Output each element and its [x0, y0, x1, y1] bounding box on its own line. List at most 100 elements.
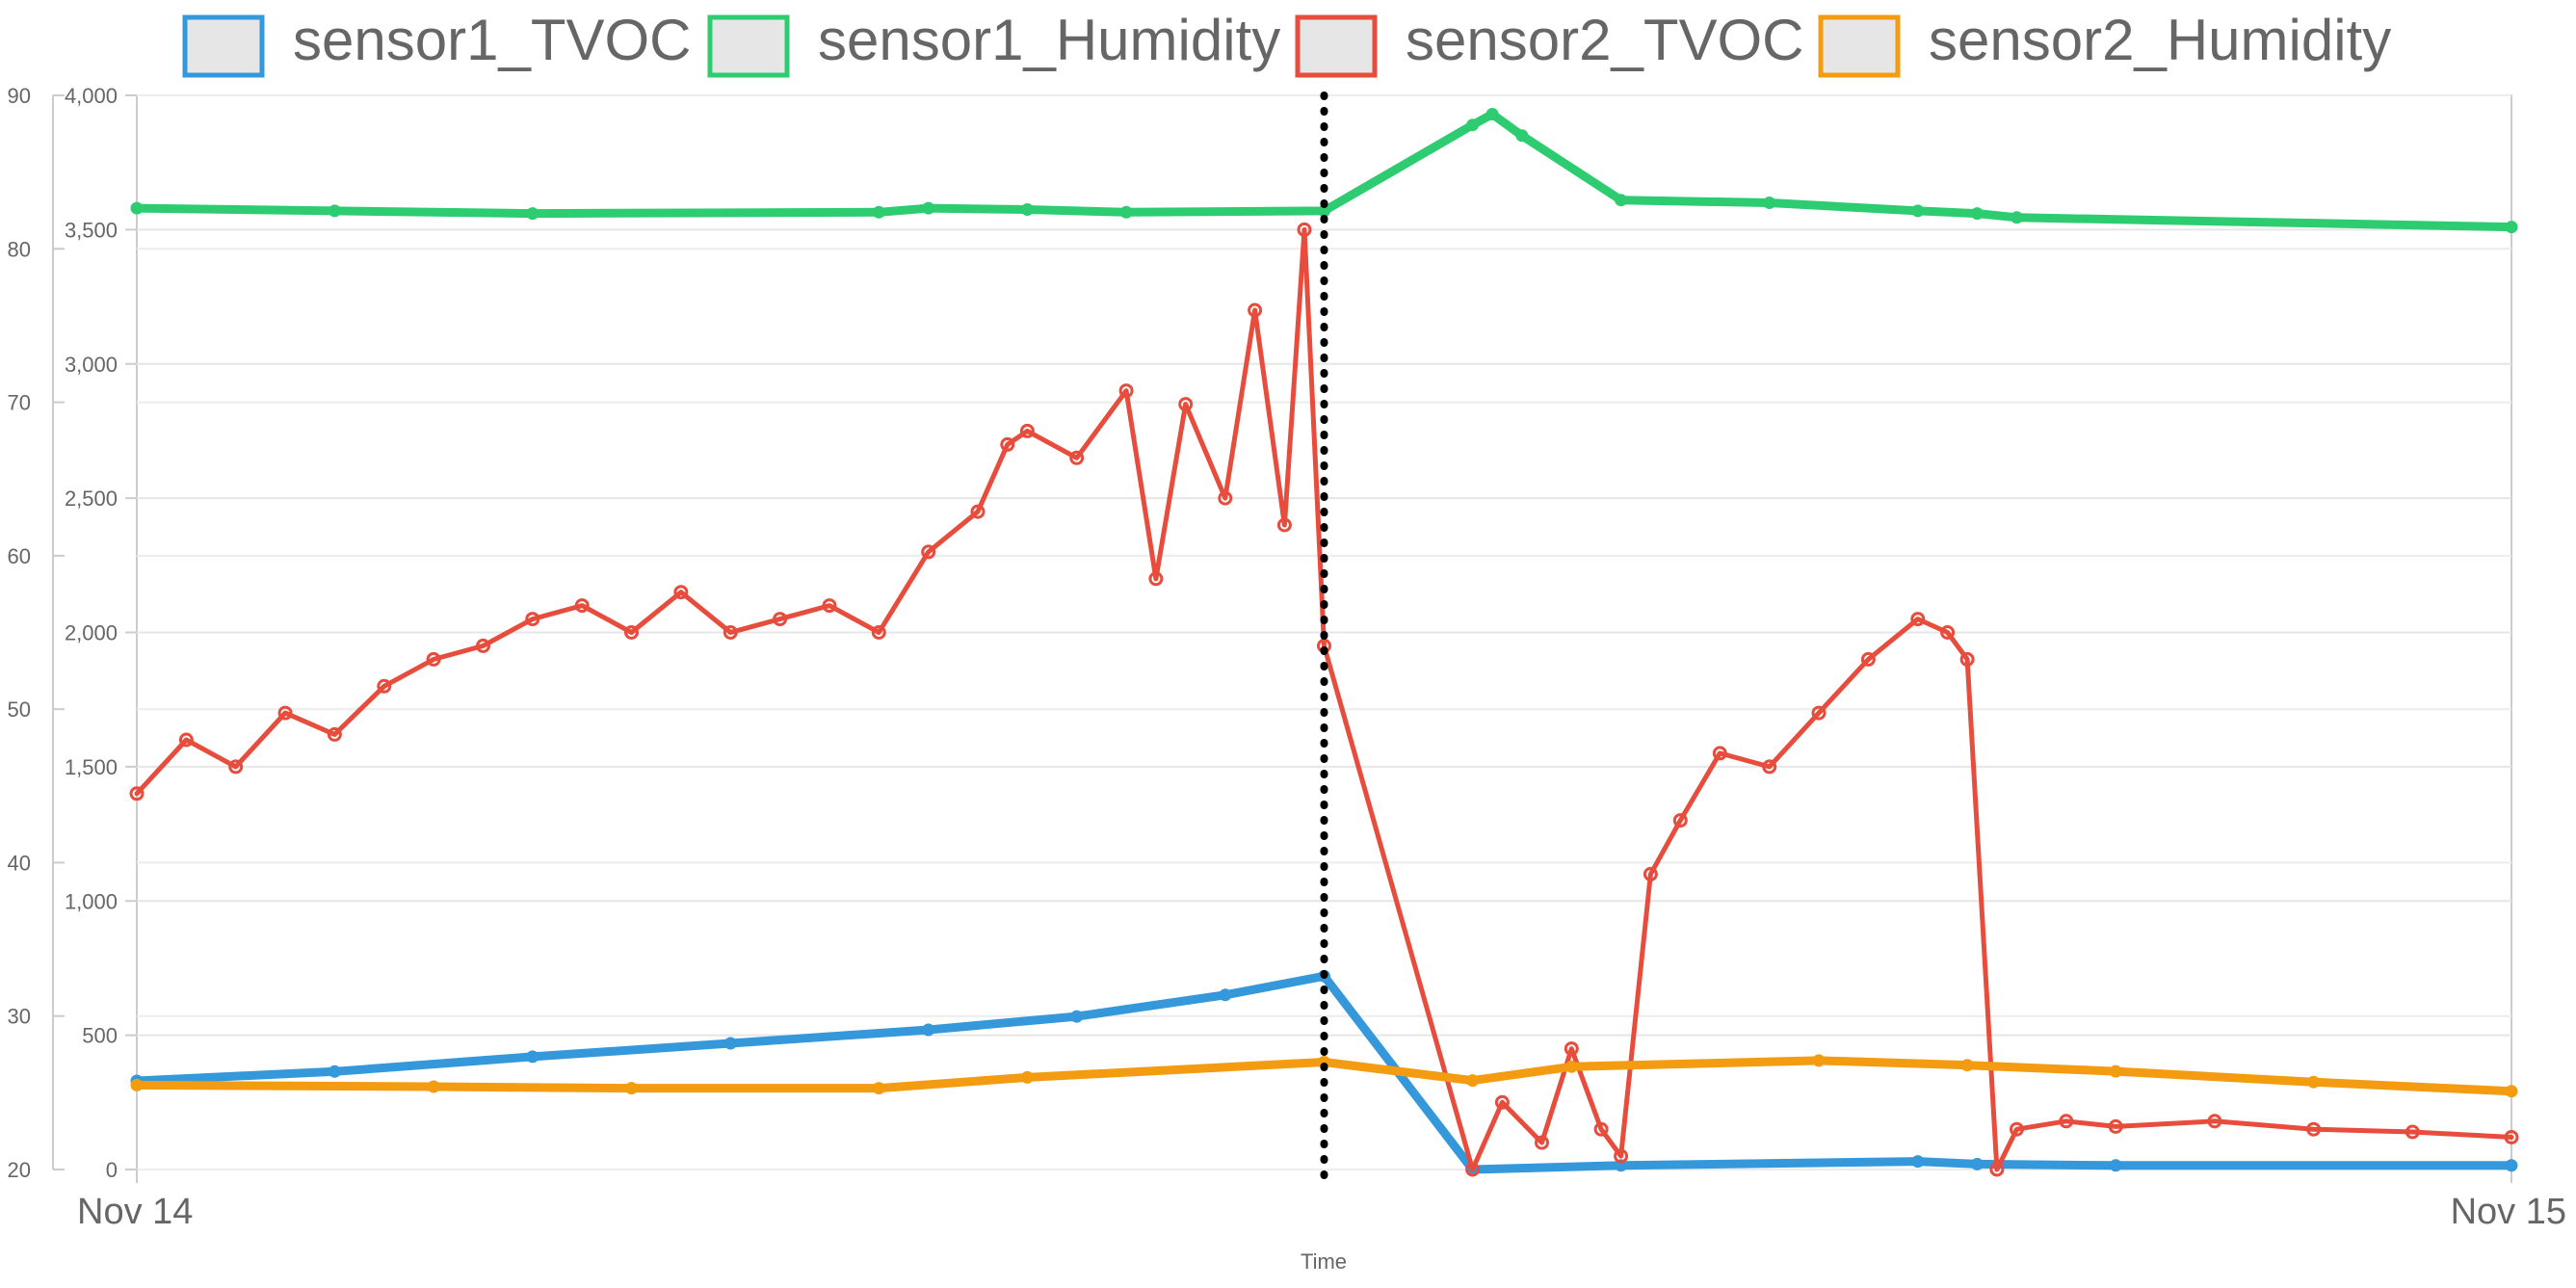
point-sensor2_Humidity-1 [427, 1080, 440, 1093]
point-sensor2_TVOC-18 [1000, 436, 1015, 452]
point-sensor1_TVOC-5 [1070, 1010, 1084, 1023]
point-sensor2_TVOC-4 [327, 726, 342, 742]
point-sensor2_TVOC-48 [2207, 1114, 2222, 1129]
left-axis-tick-label-6: 80 [8, 237, 31, 261]
point-sensor2_TVOC-9 [574, 598, 590, 614]
right-axis-tick-label-4: 2,000 [65, 621, 118, 645]
point-sensor2_TVOC-50 [2405, 1124, 2420, 1140]
point-sensor1_Humidity-1 [328, 204, 341, 218]
point-sensor2_TVOC-33 [1593, 1121, 1609, 1137]
point-sensor2_Humidity-2 [625, 1082, 638, 1095]
point-sensor1_Humidity-15 [2011, 211, 2023, 224]
point-sensor2_TVOC-0 [129, 786, 145, 802]
point-sensor1_Humidity-13 [1911, 204, 1925, 218]
point-sensor1_TVOC-13 [2505, 1159, 2518, 1172]
point-sensor2_TVOC-19 [1019, 423, 1035, 438]
point-sensor1_Humidity-3 [872, 205, 885, 219]
point-sensor1_Humidity-10 [1515, 129, 1529, 143]
point-sensor2_TVOC-34 [1614, 1148, 1629, 1164]
point-sensor1_Humidity-0 [130, 201, 144, 215]
series-line-sensor2_TVOC [134, 226, 2514, 1172]
point-sensor2_TVOC-2 [228, 759, 244, 775]
point-sensor2_Humidity-8 [1812, 1054, 1826, 1067]
point-sensor1_Humidity-6 [1119, 205, 1133, 219]
point-sensor2_Humidity-11 [2307, 1075, 2321, 1089]
point-sensor2_TVOC-21 [1118, 383, 1134, 399]
left-axis-tick-label-0: 20 [8, 1158, 31, 1182]
point-sensor2_TVOC-32 [1564, 1041, 1579, 1057]
point-sensor2_TVOC-44 [1989, 1162, 2005, 1177]
point-sensor1_Humidity-14 [1970, 207, 1984, 221]
point-sensor2_Humidity-7 [1564, 1060, 1578, 1073]
legend-swatch-sensor1_TVOC [182, 14, 265, 78]
point-sensor2_TVOC-40 [1860, 651, 1876, 667]
point-sensor1_Humidity-8 [1466, 118, 1480, 132]
legend-swatch-sensor2_Humidity [1818, 14, 1901, 78]
point-sensor2_TVOC-37 [1712, 746, 1727, 761]
right-axis-tick-label-0: 0 [106, 1158, 118, 1182]
legend-label-sensor2_TVOC: sensor2_TVOC [1406, 8, 1804, 72]
point-sensor1_Humidity-16 [2505, 221, 2518, 234]
left-axis-tick-label-7: 90 [8, 84, 31, 108]
point-sensor1_Humidity-11 [1615, 194, 1628, 207]
point-sensor1_TVOC-12 [2109, 1159, 2122, 1172]
series-sensor1_Humidity [130, 108, 2518, 234]
point-sensor2_TVOC-45 [2010, 1121, 2024, 1137]
point-sensor2_TVOC-25 [1248, 302, 1263, 318]
left-axis-tick-label-4: 60 [8, 544, 31, 568]
left-y-axis: 20 30 40 50 60 70 80 90 [8, 84, 65, 1182]
point-sensor1_TVOC-4 [922, 1023, 935, 1037]
series-line-sensor1_TVOC [132, 971, 2516, 1174]
right-axis-tick-label-1: 500 [82, 1024, 118, 1048]
point-sensor2_Humidity-4 [1020, 1070, 1034, 1084]
right-axis-tick-label-8: 4,000 [65, 84, 118, 108]
series-sensor2_Humidity [130, 1054, 2518, 1098]
point-sensor2_TVOC-35 [1643, 866, 1658, 881]
point-sensor1_Humidity-5 [1020, 203, 1034, 216]
point-sensor2_TVOC-1 [178, 732, 194, 748]
point-sensor2_TVOC-42 [1940, 625, 1956, 640]
point-sensor2_TVOC-41 [1910, 612, 1926, 627]
point-sensor2_TVOC-15 [871, 625, 886, 640]
point-sensor2_TVOC-39 [1811, 705, 1827, 721]
point-sensor2_TVOC-31 [1535, 1135, 1549, 1150]
left-axis-tick-label-2: 40 [8, 851, 31, 875]
x-axis-tick-label-0: Nov 14 [77, 1192, 193, 1232]
point-sensor2_TVOC-14 [822, 598, 837, 614]
point-sensor2_TVOC-7 [476, 638, 490, 653]
point-sensor1_Humidity-2 [526, 207, 539, 221]
point-sensor2_Humidity-3 [872, 1082, 885, 1095]
point-sensor2_TVOC-29 [1465, 1162, 1481, 1177]
right-axis-tick-label-3: 1,500 [65, 755, 118, 779]
point-sensor2_TVOC-11 [673, 585, 689, 600]
left-axis-tick-label-3: 50 [8, 697, 31, 722]
point-sensor2_TVOC-30 [1494, 1094, 1510, 1110]
point-sensor2_TVOC-10 [624, 625, 639, 640]
x-axis: Nov 14 Nov 15 [77, 1170, 2566, 1232]
series-sensor2_TVOC [129, 222, 2519, 1177]
point-sensor2_TVOC-51 [2504, 1130, 2519, 1144]
point-sensor1_Humidity-12 [1763, 197, 1776, 209]
point-sensor2_TVOC-36 [1672, 813, 1688, 828]
point-sensor1_Humidity-4 [922, 201, 935, 215]
point-sensor2_Humidity-0 [130, 1078, 144, 1091]
x-axis-tick-label-1: Nov 15 [2451, 1192, 2566, 1232]
point-sensor2_TVOC-6 [426, 651, 441, 667]
point-sensor2_TVOC-49 [2306, 1121, 2322, 1137]
right-axis-tick-label-2: 1,000 [65, 889, 118, 913]
point-sensor2_TVOC-13 [773, 612, 788, 627]
point-sensor2_Humidity-12 [2505, 1085, 2518, 1098]
x-axis-title: Time [1301, 1249, 1347, 1274]
series-line-sensor2_Humidity [132, 1056, 2516, 1096]
right-axis-tick-label-6: 3,000 [65, 353, 118, 377]
point-sensor1_TVOC-1 [328, 1065, 341, 1078]
point-sensor2_TVOC-22 [1148, 571, 1164, 587]
point-sensor2_TVOC-5 [377, 678, 392, 694]
right-y-axis: 0 500 1,000 1,500 2,000 2,500 3,000 3,500 4,000 [65, 84, 137, 1182]
legend-swatch-sensor2_TVOC [1295, 14, 1378, 78]
point-sensor1_Humidity-9 [1485, 108, 1499, 120]
point-sensor1_TVOC-2 [526, 1050, 539, 1064]
series-line-sensor1_Humidity [132, 110, 2516, 232]
